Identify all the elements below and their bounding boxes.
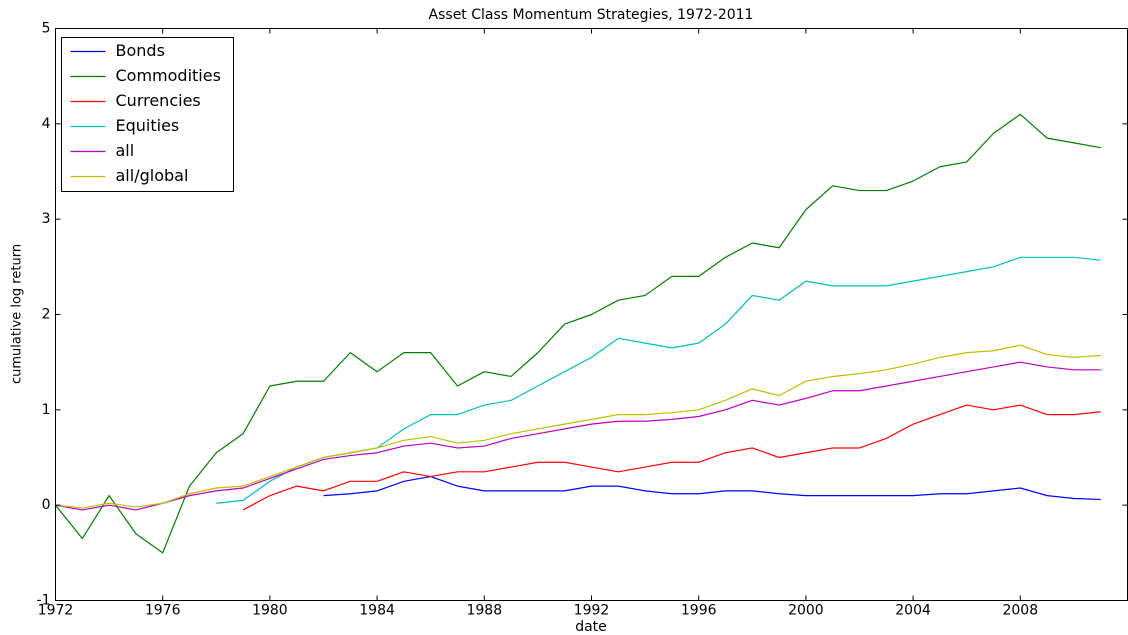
series-line <box>55 361 1101 511</box>
x-tick-label: 1972 <box>38 603 74 619</box>
legend-label: Currencies <box>116 91 201 110</box>
y-tick-label: 3 <box>42 211 51 227</box>
x-tick-label: 1996 <box>681 603 717 619</box>
x-tick-label: 1976 <box>145 603 181 619</box>
y-tick-label: 1 <box>42 402 51 418</box>
legend-box <box>61 37 234 192</box>
x-tick-label: 2008 <box>1002 603 1038 619</box>
legend-label: all/global <box>116 166 189 185</box>
y-tick-label: 2 <box>42 307 51 323</box>
legend-label: Bonds <box>116 41 165 60</box>
x-tick-label: 1984 <box>359 603 395 619</box>
x-tick-label: 1992 <box>574 603 610 619</box>
y-tick-label: -1 <box>37 593 51 609</box>
y-tick-label: 0 <box>42 497 51 513</box>
series-line <box>242 404 1101 511</box>
x-tick-label: 1988 <box>466 603 502 619</box>
y-tick-label: 5 <box>42 21 51 37</box>
x-tick-label: 2000 <box>788 603 824 619</box>
x-tick-label: 1980 <box>252 603 288 619</box>
series-line <box>216 256 1101 504</box>
y-tick-label: 4 <box>42 116 51 132</box>
series-line <box>323 475 1101 501</box>
legend-label: Commodities <box>116 66 221 85</box>
x-axis-label: date <box>575 619 607 635</box>
x-tick-label: 2004 <box>895 603 931 619</box>
legend: Bonds Commodities Currencies Equities all all… <box>61 37 234 192</box>
series-line <box>55 344 1101 509</box>
series-line <box>55 113 1101 554</box>
legend-label: all <box>116 141 135 160</box>
chart-title: Asset Class Momentum Strategies, 1972-20… <box>429 7 754 23</box>
y-axis-label: cumulative log return <box>10 244 25 384</box>
legend-label: Equities <box>116 116 180 135</box>
